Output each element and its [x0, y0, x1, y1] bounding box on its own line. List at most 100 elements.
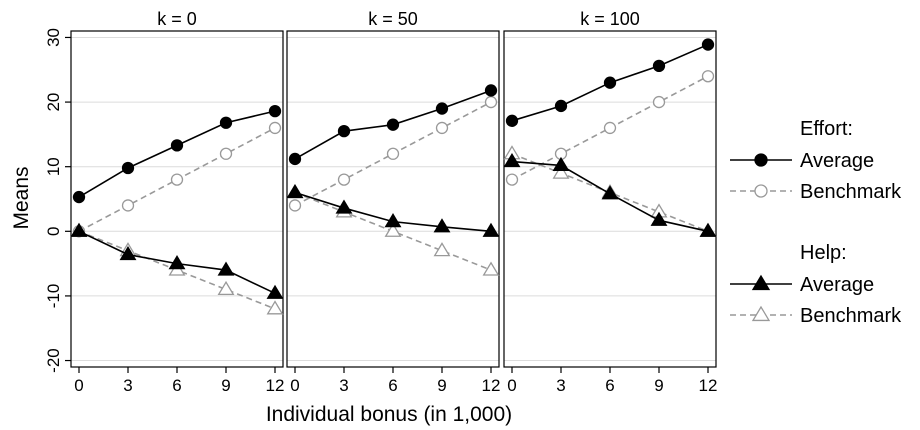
- data-point: [386, 147, 400, 160]
- x-tick-label: 0: [290, 376, 299, 395]
- panel-frame: [286, 30, 500, 368]
- data-point: [433, 218, 451, 233]
- x-axis-label: Individual bonus (in 1,000): [266, 403, 512, 426]
- data-point: [650, 211, 668, 226]
- data-point: [119, 245, 137, 261]
- panel-1: k = 0: [70, 7, 284, 368]
- data-point: [170, 173, 184, 186]
- data-point: [433, 242, 451, 257]
- panel-title-strip: [504, 7, 716, 31]
- x-tick-label: 9: [654, 376, 663, 395]
- legend-group-help: Help: Average Benchmark: [730, 242, 902, 327]
- y-tick-label: -20: [44, 348, 63, 373]
- data-point: [482, 261, 500, 276]
- data-point: [217, 261, 235, 276]
- legend-item-label: Benchmark: [800, 305, 902, 327]
- data-point: [482, 222, 500, 237]
- x-tick-label: 0: [74, 376, 83, 395]
- y-tick-label: 10: [44, 157, 63, 176]
- data-point: [168, 255, 186, 270]
- panel-3: k = 100: [503, 7, 717, 368]
- y-tick-label: 30: [44, 28, 63, 47]
- series-effort-benchmark: [505, 70, 715, 186]
- data-point: [219, 147, 233, 160]
- series-help-benchmark: [286, 183, 500, 276]
- data-point: [652, 59, 666, 73]
- data-point: [386, 118, 400, 131]
- series-help-average: [503, 152, 717, 237]
- x-tick-label: 6: [172, 376, 181, 395]
- chart-panels: k = 0 k = 50 k = 100: [70, 7, 717, 368]
- x-tick-label: 9: [437, 376, 446, 395]
- x-tick-label: 3: [339, 376, 348, 395]
- data-point: [288, 152, 302, 166]
- legend-item-label: Average: [800, 274, 874, 296]
- data-point: [552, 164, 570, 179]
- series-effort-average: [288, 84, 498, 166]
- data-point: [288, 199, 302, 212]
- y-tick-label: 0: [44, 227, 63, 236]
- legend-marker-circle-hollow: [754, 184, 768, 198]
- legend-item-label: Average: [800, 150, 874, 172]
- data-point: [170, 139, 184, 152]
- panel-frame: [70, 30, 284, 368]
- data-point: [384, 222, 402, 237]
- data-point: [603, 76, 617, 89]
- data-point: [219, 116, 233, 129]
- series-effort-average: [72, 104, 282, 204]
- data-point: [121, 199, 135, 212]
- data-point: [484, 95, 498, 109]
- data-point: [217, 280, 235, 296]
- x-tick-label: 6: [605, 376, 614, 395]
- legend-group-title: Effort:: [800, 118, 853, 140]
- data-point: [554, 99, 568, 113]
- y-tick-label: 20: [44, 93, 63, 112]
- panel-title: k = 50: [368, 9, 418, 29]
- x-tick-label: 12: [699, 376, 718, 395]
- data-point: [699, 222, 717, 237]
- x-tick-label: 3: [556, 376, 565, 395]
- panel-title: k = 0: [157, 9, 197, 29]
- series-help-average: [286, 183, 500, 237]
- data-point: [484, 84, 498, 97]
- data-point: [435, 121, 449, 135]
- data-point: [121, 161, 135, 175]
- panel-2: k = 50: [286, 7, 500, 368]
- series-help-average: [70, 222, 284, 299]
- data-point: [286, 183, 304, 199]
- x-tick-label: 12: [482, 376, 501, 395]
- data-point: [701, 70, 715, 83]
- data-point: [70, 222, 88, 237]
- data-point: [72, 190, 86, 204]
- data-point: [266, 284, 284, 299]
- y-axis-label: Means: [10, 166, 33, 229]
- panel-title-strip: [71, 7, 283, 31]
- legend-marker-circle-filled: [754, 153, 768, 167]
- data-point: [552, 156, 570, 171]
- data-point: [266, 300, 284, 315]
- x-tick-label: 6: [388, 376, 397, 395]
- series-effort-benchmark: [288, 95, 498, 212]
- data-point: [603, 121, 617, 135]
- chart-axes: 0 3 6 9 12 0 3 6 9 12 0 3 6 9 12 -20 -10 0 10 20 30: [44, 28, 717, 395]
- x-tick-label: 12: [266, 376, 285, 395]
- legend-item-label: Benchmark: [800, 181, 902, 203]
- data-point: [268, 104, 282, 118]
- legend-group-effort: Effort: Average Benchmark: [730, 118, 902, 203]
- panel-title-strip: [287, 7, 499, 31]
- data-point: [505, 114, 519, 127]
- data-point: [435, 102, 449, 115]
- y-tick-label: -10: [44, 284, 63, 309]
- data-point: [652, 95, 666, 109]
- data-point: [268, 121, 282, 135]
- data-point: [701, 38, 715, 51]
- series-effort-average: [505, 38, 715, 127]
- legend-marker-triangle-filled: [751, 274, 771, 291]
- legend-group-title: Help:: [800, 242, 847, 264]
- data-point: [337, 173, 351, 186]
- x-tick-label: 3: [123, 376, 132, 395]
- data-point: [337, 125, 351, 138]
- data-point: [601, 185, 619, 200]
- data-point: [505, 173, 519, 186]
